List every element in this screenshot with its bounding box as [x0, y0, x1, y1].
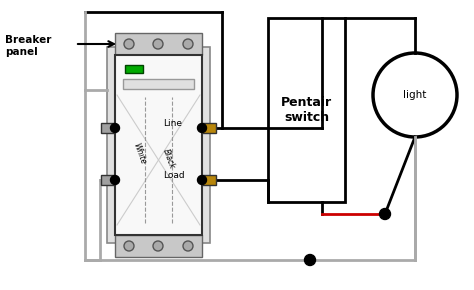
Text: Breaker
panel: Breaker panel — [5, 35, 51, 57]
Bar — [123, 79, 194, 89]
Bar — [115, 33, 202, 55]
Text: light: light — [403, 90, 427, 100]
Circle shape — [198, 175, 207, 184]
Text: Pentair
switch: Pentair switch — [281, 96, 332, 124]
Circle shape — [124, 39, 134, 49]
Bar — [202, 123, 216, 133]
Text: White: White — [131, 142, 147, 166]
Circle shape — [183, 39, 193, 49]
Circle shape — [198, 124, 207, 133]
Circle shape — [373, 53, 457, 137]
Bar — [107, 47, 210, 243]
Bar — [101, 175, 115, 185]
Circle shape — [110, 175, 119, 184]
Circle shape — [380, 209, 391, 220]
Circle shape — [183, 241, 193, 251]
Bar — [101, 123, 115, 133]
Circle shape — [304, 255, 316, 266]
Circle shape — [153, 241, 163, 251]
Bar — [115, 55, 202, 235]
Bar — [115, 235, 202, 257]
Circle shape — [124, 241, 134, 251]
Bar — [268, 18, 345, 202]
Text: Line: Line — [163, 119, 182, 128]
Circle shape — [110, 124, 119, 133]
Bar — [202, 175, 216, 185]
Text: Load: Load — [163, 171, 184, 180]
Bar — [125, 65, 143, 73]
Text: Black: Black — [161, 148, 177, 170]
Circle shape — [153, 39, 163, 49]
